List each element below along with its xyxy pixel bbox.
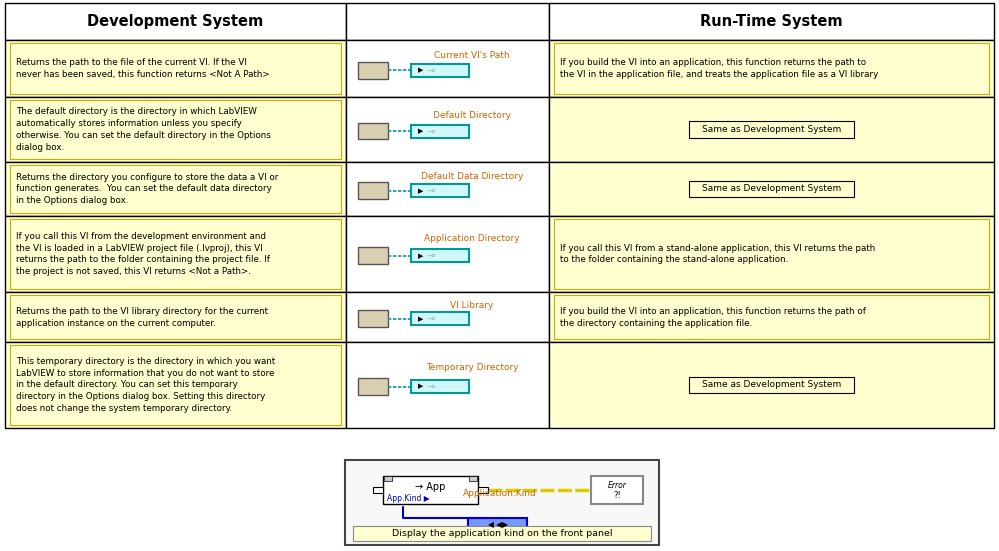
Bar xyxy=(553,295,989,339)
Text: Default Data Directory: Default Data Directory xyxy=(421,172,523,181)
Bar xyxy=(549,3,994,40)
Bar xyxy=(347,162,549,216)
Bar xyxy=(5,342,347,428)
Text: Default Directory: Default Directory xyxy=(433,111,510,120)
Bar xyxy=(384,477,392,481)
Bar xyxy=(412,63,470,77)
Bar xyxy=(5,97,347,162)
Text: ▶: ▶ xyxy=(419,67,424,73)
Text: Same as Development System: Same as Development System xyxy=(702,185,841,193)
Bar xyxy=(347,3,549,40)
Text: If you build the VI into an application, this function returns the path of
the d: If you build the VI into an application,… xyxy=(559,307,866,327)
Bar xyxy=(359,62,389,78)
Text: App.Kind ▶: App.Kind ▶ xyxy=(387,494,430,503)
Bar xyxy=(549,342,994,428)
Bar xyxy=(347,40,549,97)
Bar xyxy=(689,376,854,393)
Text: ~o: ~o xyxy=(427,253,436,258)
Text: Run-Time System: Run-Time System xyxy=(700,14,843,29)
Bar xyxy=(347,97,549,162)
Bar xyxy=(553,219,989,289)
Bar xyxy=(5,292,347,342)
Text: VI Library: VI Library xyxy=(451,301,494,310)
Text: Current VI's Path: Current VI's Path xyxy=(435,51,509,60)
Bar xyxy=(549,216,994,292)
Bar xyxy=(10,165,342,213)
Bar xyxy=(10,43,342,94)
Text: ?!: ?! xyxy=(613,491,621,500)
Text: If you build the VI into an application, this function returns the path to
the V: If you build the VI into an application,… xyxy=(559,58,878,79)
Text: ~o: ~o xyxy=(427,188,436,193)
Text: ▶: ▶ xyxy=(419,253,424,258)
Text: ▶: ▶ xyxy=(419,316,424,322)
Bar xyxy=(10,219,342,289)
Text: Temporary Directory: Temporary Directory xyxy=(426,363,518,372)
Bar xyxy=(549,162,994,216)
Text: ~o: ~o xyxy=(427,384,436,389)
Bar xyxy=(549,292,994,342)
Bar xyxy=(10,345,342,425)
Bar xyxy=(359,247,389,264)
Text: The default directory is the directory in which LabVIEW
automatically stores inf: The default directory is the directory i… xyxy=(16,107,271,152)
Bar xyxy=(347,292,549,342)
Bar xyxy=(412,125,470,138)
Bar xyxy=(359,378,389,395)
Text: ~o: ~o xyxy=(427,128,436,134)
Bar xyxy=(412,249,470,262)
Bar xyxy=(478,488,488,493)
Text: ▶: ▶ xyxy=(419,383,424,390)
Bar xyxy=(10,295,342,339)
Text: Same as Development System: Same as Development System xyxy=(702,380,841,390)
Bar xyxy=(549,40,994,97)
Text: If you call this VI from the development environment and
the VI is loaded in a L: If you call this VI from the development… xyxy=(16,232,270,276)
Bar xyxy=(345,460,659,545)
Text: Development System: Development System xyxy=(88,14,264,29)
Bar xyxy=(5,40,347,97)
Text: ◀ ◀▶: ◀ ◀▶ xyxy=(488,520,507,528)
Bar xyxy=(689,121,854,138)
Text: Application:Kind: Application:Kind xyxy=(463,489,536,498)
Bar xyxy=(383,476,478,505)
Text: Error: Error xyxy=(608,482,626,490)
Text: Returns the directory you configure to store the data a VI or
function generates: Returns the directory you configure to s… xyxy=(16,172,279,206)
Bar xyxy=(553,43,989,94)
Bar xyxy=(347,342,549,428)
Text: Application Directory: Application Directory xyxy=(425,234,519,242)
Bar xyxy=(359,182,389,199)
Bar xyxy=(10,100,342,159)
Bar xyxy=(5,216,347,292)
Text: ~o: ~o xyxy=(427,68,436,73)
Bar xyxy=(468,518,527,530)
Bar xyxy=(373,488,383,493)
Text: ▶: ▶ xyxy=(419,188,424,193)
Text: Returns the path to the file of the current VI. If the VI
never has been saved, : Returns the path to the file of the curr… xyxy=(16,58,270,79)
Bar xyxy=(412,184,470,197)
Bar xyxy=(689,181,854,197)
Text: Returns the path to the VI library directory for the current
application instanc: Returns the path to the VI library direc… xyxy=(16,307,268,327)
Bar xyxy=(5,3,347,40)
Text: Display the application kind on the front panel: Display the application kind on the fron… xyxy=(392,529,612,538)
Text: → App: → App xyxy=(415,482,446,491)
Bar xyxy=(347,216,549,292)
Text: If you call this VI from a stand-alone application, this VI returns the path
to : If you call this VI from a stand-alone a… xyxy=(559,244,875,264)
Bar xyxy=(412,312,470,325)
Bar xyxy=(591,476,643,505)
Text: Same as Development System: Same as Development System xyxy=(702,125,841,134)
Bar xyxy=(549,97,994,162)
Text: ▶: ▶ xyxy=(419,128,424,134)
Bar xyxy=(353,526,651,541)
Text: This temporary directory is the directory in which you want
LabVIEW to store inf: This temporary directory is the director… xyxy=(16,357,276,413)
Text: ~o: ~o xyxy=(427,316,436,321)
Bar xyxy=(469,477,477,481)
Bar xyxy=(359,310,389,327)
Bar xyxy=(359,123,389,139)
Bar xyxy=(412,380,470,393)
Bar xyxy=(5,162,347,216)
